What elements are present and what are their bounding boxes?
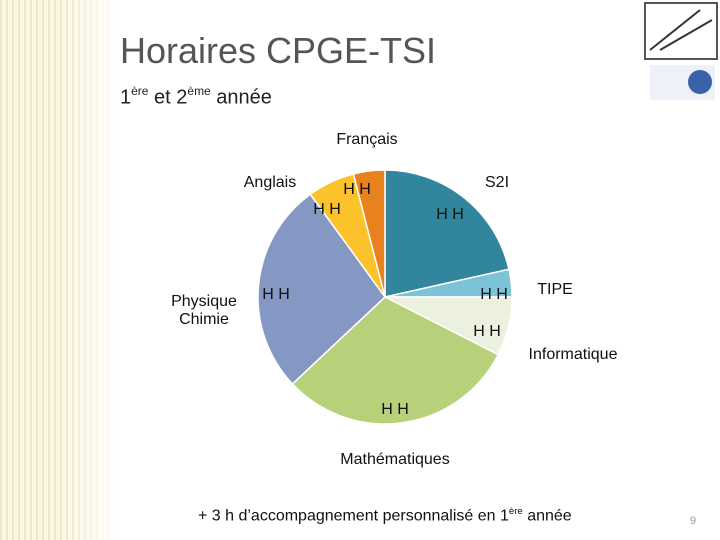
slide-title: Horaires CPGE-TSI <box>120 30 437 71</box>
pie-slice <box>291 296 500 425</box>
category-label: S2I <box>484 174 510 191</box>
category-label: Informatique <box>528 346 618 363</box>
value-label: H H <box>480 286 508 303</box>
category-label: Français <box>336 131 398 148</box>
category-label: Physique Chimie <box>171 293 237 328</box>
logo-school-art <box>649 9 713 51</box>
value-label: H H <box>473 323 501 340</box>
text-part: année <box>210 86 272 109</box>
category-label: Mathématiques <box>340 451 450 468</box>
text-part: ère <box>131 84 149 98</box>
footnote: + 3 h d’accompagnement personnalisé en 1… <box>198 506 572 526</box>
text-part: + 3 h d’accompagnement personnalisé en 1 <box>198 507 509 525</box>
page-number: 9 <box>690 515 697 527</box>
pie-slice <box>257 193 386 385</box>
text-part: ère <box>508 506 523 517</box>
logo-school <box>644 2 718 60</box>
category-label: Anglais <box>243 174 297 191</box>
value-label: H H <box>262 286 290 303</box>
pie-slice <box>384 169 510 298</box>
value-label: H H <box>343 181 371 198</box>
text-part: et 2 <box>148 86 188 109</box>
logo-academie-mark <box>688 70 712 94</box>
value-label: H H <box>436 206 464 223</box>
slide-subtitle: 1ère et 2ème année <box>120 84 272 109</box>
text-part: 1 <box>120 86 132 109</box>
background-fade <box>60 0 120 540</box>
pie <box>257 169 513 425</box>
value-label: H H <box>381 401 409 418</box>
value-label: H H <box>313 201 341 218</box>
pie-slice <box>352 169 386 298</box>
text-part: année <box>522 507 572 525</box>
category-label: TIPE <box>537 281 573 298</box>
text-part: ème <box>187 84 211 98</box>
